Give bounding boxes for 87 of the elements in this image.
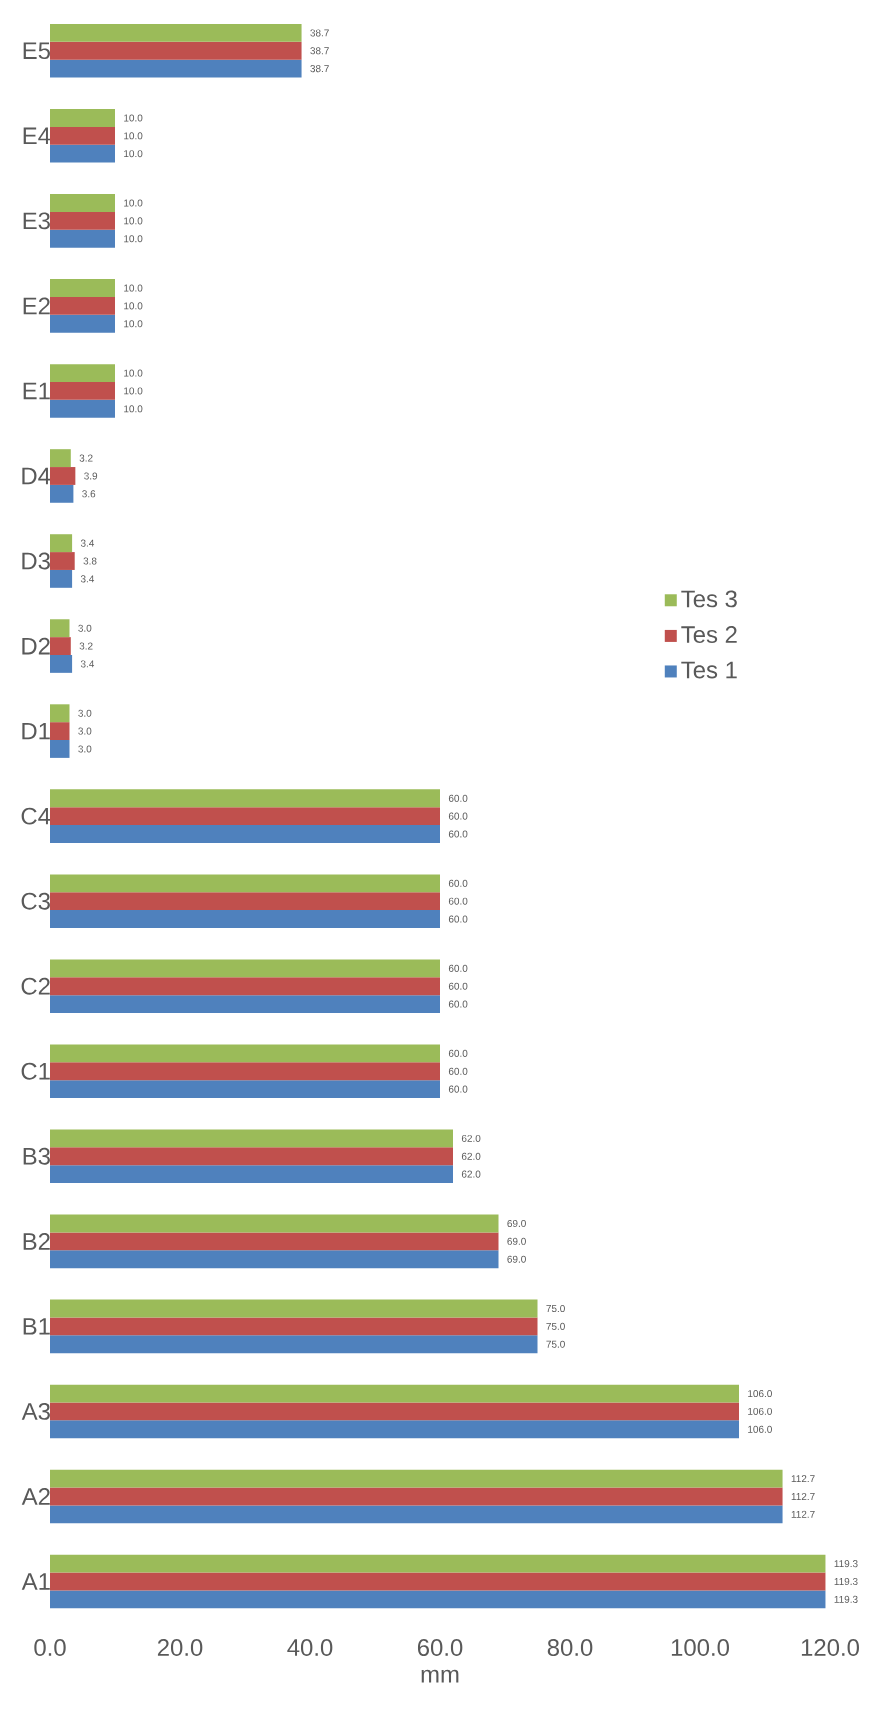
bar — [50, 534, 73, 553]
bar — [50, 194, 115, 212]
bar — [50, 279, 115, 297]
y-tick-label: C2 — [21, 977, 50, 995]
y-tick-label: B1 — [23, 1318, 50, 1335]
bar — [50, 229, 115, 248]
bar — [50, 59, 302, 78]
bar — [50, 959, 440, 978]
bar — [50, 1487, 783, 1506]
bar — [50, 314, 115, 333]
bar — [50, 552, 75, 570]
x-tick-label: 120.0 — [801, 1639, 859, 1656]
bar — [50, 977, 440, 996]
x-tick-label: 80.0 — [547, 1639, 593, 1656]
bar — [50, 1044, 440, 1063]
bar — [50, 1335, 538, 1354]
y-tick-label: D4 — [22, 467, 51, 485]
bar — [50, 637, 71, 655]
y-tick-label: D1 — [22, 722, 50, 740]
y-tick-label: A1 — [21, 1573, 50, 1590]
y-tick-label: E3 — [23, 212, 50, 230]
y-tick-label: B2 — [23, 1233, 50, 1250]
y-tick-label: D3 — [22, 552, 50, 570]
bar — [50, 740, 70, 758]
bar — [50, 23, 302, 42]
bar — [50, 126, 115, 145]
y-tick-label: E5 — [23, 42, 50, 60]
bar — [50, 1469, 783, 1488]
bar — [50, 1062, 440, 1081]
bar — [50, 825, 440, 843]
bar — [50, 211, 115, 230]
bar — [50, 569, 73, 588]
y-tick-label: E4 — [23, 127, 51, 145]
bar — [50, 1317, 538, 1336]
bar — [50, 1165, 453, 1184]
bar — [50, 41, 302, 60]
bar — [50, 722, 70, 741]
x-tick-label: 0.0 — [34, 1639, 66, 1656]
bar — [50, 144, 115, 163]
legend-label: Tes 2 — [681, 626, 737, 643]
x-axis-title: mm — [421, 1669, 459, 1683]
bar — [50, 1505, 783, 1524]
bar — [50, 382, 115, 400]
bar — [50, 1250, 499, 1269]
y-tick-label: D2 — [22, 637, 50, 655]
legend-label: Tes 1 — [681, 661, 737, 679]
bar — [50, 1590, 826, 1609]
y-tick-label: B3 — [23, 1147, 50, 1165]
bar — [50, 449, 71, 468]
y-tick-label: C1 — [21, 1062, 50, 1080]
legend-label: Tes 3 — [681, 590, 737, 608]
y-tick-label: A2 — [21, 1488, 50, 1505]
bar — [50, 789, 440, 808]
bar — [50, 364, 115, 383]
y-tick-label: A3 — [21, 1402, 50, 1420]
bar — [50, 910, 440, 928]
bar — [50, 874, 440, 893]
bar — [50, 1572, 826, 1591]
bar — [50, 1129, 453, 1148]
x-tick-label: 60.0 — [417, 1639, 463, 1656]
bar — [50, 1299, 538, 1318]
bar — [50, 892, 440, 911]
bar — [50, 467, 76, 485]
bar — [50, 399, 115, 418]
y-tick-label: E1 — [23, 382, 50, 400]
x-tick-label: 40.0 — [287, 1639, 333, 1656]
bar — [50, 995, 440, 1014]
bar — [50, 1554, 826, 1573]
y-tick-label: C3 — [21, 892, 50, 910]
bar — [50, 1232, 499, 1251]
y-tick-label: E2 — [23, 297, 50, 315]
x-tick-label: 100.0 — [671, 1639, 729, 1656]
bar — [50, 1402, 740, 1421]
bar — [50, 296, 115, 315]
bar — [50, 1214, 499, 1233]
bar — [50, 1384, 740, 1403]
bar — [50, 484, 74, 503]
bar — [50, 619, 70, 638]
bar — [50, 1420, 740, 1439]
bar — [50, 1080, 440, 1099]
bar — [50, 1147, 453, 1166]
bar — [50, 109, 115, 127]
bar — [50, 807, 440, 826]
bar — [50, 654, 73, 673]
bar — [50, 704, 70, 723]
y-tick-label: C4 — [21, 807, 51, 825]
x-tick-label: 20.0 — [157, 1639, 203, 1656]
